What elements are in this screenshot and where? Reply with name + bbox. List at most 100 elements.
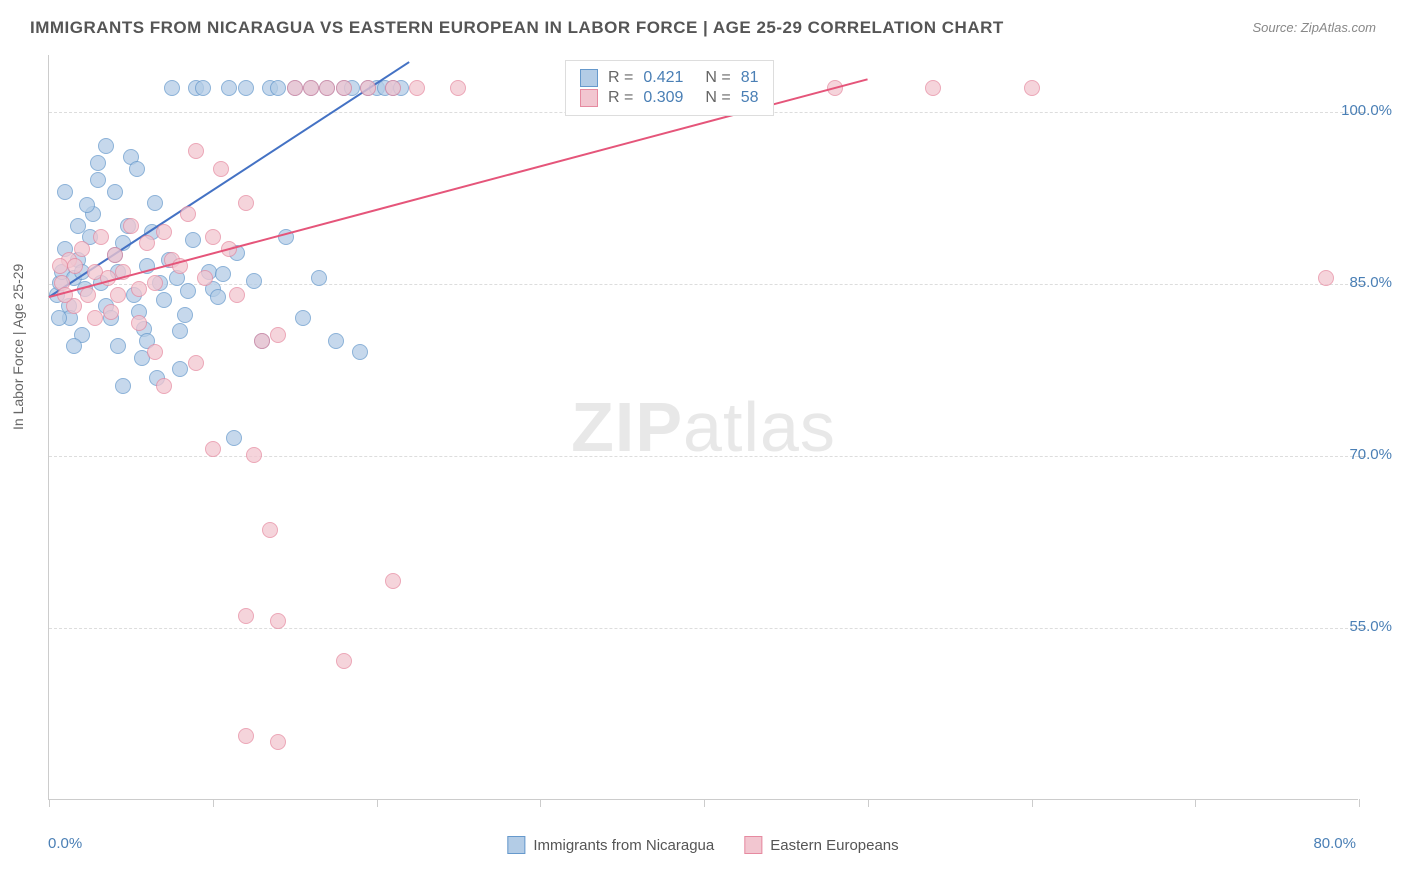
scatter-point — [270, 613, 286, 629]
scatter-point — [221, 80, 237, 96]
x-tick — [213, 799, 214, 807]
scatter-point — [172, 323, 188, 339]
scatter-point — [79, 197, 95, 213]
scatter-point — [90, 172, 106, 188]
scatter-point — [270, 327, 286, 343]
scatter-point — [246, 273, 262, 289]
correlation-legend: R = 0.421N = 81R = 0.309N = 58 — [565, 60, 774, 116]
series-legend: Immigrants from Nicaragua Eastern Europea… — [507, 836, 898, 854]
scatter-point — [385, 80, 401, 96]
y-tick-label: 85.0% — [1349, 274, 1392, 291]
legend-swatch — [744, 836, 762, 854]
scatter-point — [1024, 80, 1040, 96]
scatter-point — [925, 80, 941, 96]
scatter-point — [107, 247, 123, 263]
legend-r-label: R = — [608, 89, 633, 107]
scatter-point — [238, 728, 254, 744]
scatter-point — [93, 229, 109, 245]
scatter-point — [195, 80, 211, 96]
scatter-point — [110, 287, 126, 303]
scatter-point — [336, 653, 352, 669]
x-tick — [704, 799, 705, 807]
legend-item: Eastern Europeans — [744, 836, 898, 854]
scatter-point — [80, 287, 96, 303]
legend-n-label: N = — [705, 89, 730, 107]
scatter-point — [303, 80, 319, 96]
scatter-point — [450, 80, 466, 96]
scatter-point — [213, 161, 229, 177]
scatter-point — [156, 378, 172, 394]
x-tick — [868, 799, 869, 807]
scatter-point — [103, 304, 119, 320]
legend-item: Immigrants from Nicaragua — [507, 836, 714, 854]
scatter-point — [409, 80, 425, 96]
legend-series-name: Immigrants from Nicaragua — [533, 837, 714, 854]
scatter-point — [295, 310, 311, 326]
scatter-point — [215, 266, 231, 282]
watermark-bold: ZIP — [571, 388, 683, 466]
grid-line — [49, 284, 1358, 285]
scatter-point — [52, 258, 68, 274]
scatter-point — [185, 232, 201, 248]
scatter-point — [254, 333, 270, 349]
legend-row: R = 0.309N = 58 — [580, 89, 759, 107]
scatter-point — [1318, 270, 1334, 286]
scatter-point — [210, 289, 226, 305]
x-tick — [1359, 799, 1360, 807]
chart-container: IMMIGRANTS FROM NICARAGUA VS EASTERN EUR… — [0, 0, 1406, 892]
scatter-point — [287, 80, 303, 96]
scatter-point — [246, 447, 262, 463]
grid-line — [49, 628, 1358, 629]
scatter-point — [156, 224, 172, 240]
scatter-point — [98, 138, 114, 154]
scatter-point — [270, 734, 286, 750]
x-tick — [49, 799, 50, 807]
scatter-point — [197, 270, 213, 286]
scatter-point — [360, 80, 376, 96]
scatter-point — [131, 281, 147, 297]
scatter-point — [172, 361, 188, 377]
scatter-point — [226, 430, 242, 446]
scatter-point — [188, 143, 204, 159]
legend-r-label: R = — [608, 69, 633, 87]
scatter-point — [115, 378, 131, 394]
scatter-point — [87, 310, 103, 326]
scatter-point — [129, 161, 145, 177]
x-tick — [377, 799, 378, 807]
scatter-point — [57, 184, 73, 200]
scatter-point — [110, 338, 126, 354]
scatter-point — [180, 206, 196, 222]
legend-r-value: 0.309 — [643, 89, 683, 107]
scatter-point — [270, 80, 286, 96]
scatter-point — [205, 441, 221, 457]
scatter-point — [311, 270, 327, 286]
scatter-point — [156, 292, 172, 308]
scatter-point — [70, 218, 86, 234]
legend-swatch — [580, 69, 598, 87]
y-tick-label: 100.0% — [1341, 102, 1392, 119]
x-tick-label-left: 0.0% — [48, 835, 82, 852]
scatter-point — [90, 155, 106, 171]
scatter-point — [385, 573, 401, 589]
x-tick-label-right: 80.0% — [1313, 835, 1356, 852]
watermark-light: atlas — [683, 388, 836, 466]
scatter-point — [205, 229, 221, 245]
legend-swatch — [507, 836, 525, 854]
scatter-point — [139, 235, 155, 251]
legend-row: R = 0.421N = 81 — [580, 69, 759, 87]
scatter-point — [229, 287, 245, 303]
legend-n-label: N = — [705, 69, 730, 87]
legend-swatch — [580, 89, 598, 107]
scatter-point — [238, 195, 254, 211]
scatter-point — [352, 344, 368, 360]
scatter-point — [107, 184, 123, 200]
scatter-point — [147, 195, 163, 211]
scatter-point — [328, 333, 344, 349]
scatter-point — [131, 315, 147, 331]
y-axis-label: In Labor Force | Age 25-29 — [10, 264, 26, 430]
legend-r-value: 0.421 — [643, 69, 683, 87]
watermark: ZIPatlas — [571, 387, 836, 467]
plot-area: ZIPatlas — [48, 55, 1358, 800]
x-tick — [1032, 799, 1033, 807]
scatter-point — [51, 310, 67, 326]
